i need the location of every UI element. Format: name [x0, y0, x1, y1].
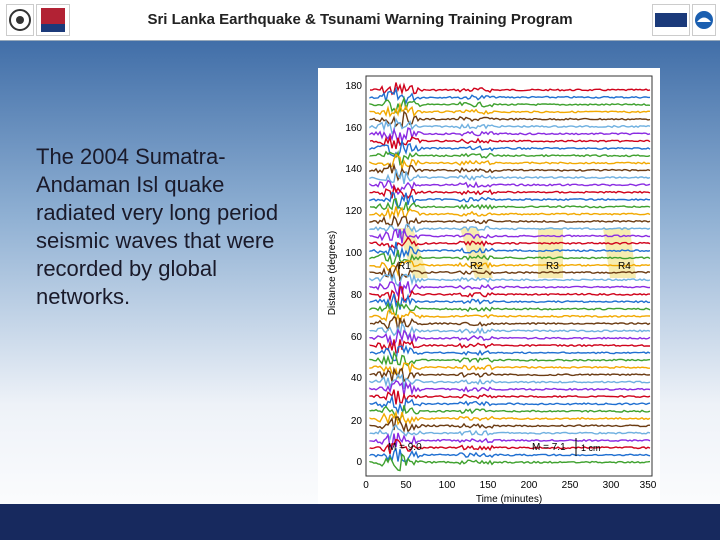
- slide-body-text: The 2004 Sumatra-Andaman Isl quake radia…: [36, 144, 279, 309]
- seismogram-trace: [369, 101, 651, 118]
- phase-label-r4: R4: [618, 261, 631, 272]
- seismogram-trace: [369, 272, 651, 287]
- seismogram-trace: [369, 214, 651, 229]
- seismogram-trace: [369, 409, 651, 426]
- usgs-logo: [652, 4, 690, 36]
- seismogram-trace: [369, 299, 651, 316]
- x-tick-label: 200: [521, 480, 538, 491]
- trace-group: [369, 82, 651, 472]
- header-bar: Sri Lanka Earthquake & Tsunami Warning T…: [0, 0, 720, 41]
- seismogram-trace: [369, 82, 651, 96]
- y-tick-label: 100: [345, 248, 362, 259]
- seismogram-trace: [369, 110, 651, 130]
- y-tick-label: 40: [351, 373, 363, 384]
- y-tick-label: 160: [345, 123, 362, 134]
- seismogram-trace: [369, 241, 651, 259]
- y-tick-label: 140: [345, 164, 362, 175]
- seismogram-trace: [369, 152, 651, 170]
- seismogram-trace: [369, 394, 651, 415]
- seismogram-trace: [369, 86, 650, 105]
- seismogram-trace: [369, 293, 651, 310]
- seismogram-trace: [369, 405, 651, 421]
- seismogram-figure: 180 160 140 120 100 80 60 40 20 0 0 50 1…: [318, 68, 660, 508]
- seismogram-trace: [369, 432, 651, 448]
- footer-bar: [0, 504, 720, 540]
- seismogram-trace: [369, 315, 651, 333]
- seismogram-trace: [369, 127, 651, 144]
- seismogram-trace: [369, 286, 650, 306]
- phase-label-r3: R3: [546, 261, 559, 272]
- seismogram-trace: [369, 380, 651, 396]
- header-title: Sri Lanka Earthquake & Tsunami Warning T…: [147, 11, 573, 28]
- seismogram-trace: [369, 117, 651, 135]
- y-tick-label: 20: [351, 416, 363, 427]
- seismogram-trace: [369, 260, 651, 282]
- seismogram-trace: [369, 308, 651, 325]
- seismogram-trace: [369, 197, 651, 214]
- scale-bar-label: 1 cm: [581, 443, 601, 453]
- seismogram-trace: [369, 260, 651, 277]
- y-tick-label: 80: [351, 290, 363, 301]
- x-tick-label: 0: [363, 480, 369, 491]
- seismogram-trace: [369, 236, 651, 251]
- seismogram-trace: [369, 134, 651, 150]
- seismogram-trace: [369, 328, 651, 346]
- seismogram-trace: [369, 179, 651, 196]
- seismogram-trace: [369, 281, 651, 298]
- seismogram-trace: [369, 150, 651, 166]
- y-tick-label: 0: [356, 457, 362, 468]
- seismogram-trace: [369, 447, 651, 463]
- y-axis-title: Distance (degrees): [327, 231, 338, 315]
- y-tick-label: 180: [345, 81, 362, 92]
- seismogram-trace: [369, 321, 651, 338]
- x-tick-label: 350: [640, 480, 657, 491]
- seismogram-trace: [369, 223, 651, 240]
- magnitude-label-left: M = 9.0: [388, 442, 422, 453]
- x-tick-label: 250: [562, 480, 579, 491]
- usaid-logo: [36, 4, 70, 36]
- seismogram-trace: [369, 140, 651, 158]
- noaa-logo: [692, 4, 716, 36]
- x-tick-label: 150: [480, 480, 497, 491]
- x-tick-label: 50: [400, 480, 412, 491]
- seismogram-plot: 180 160 140 120 100 80 60 40 20 0 0 50 1…: [327, 75, 657, 505]
- seismogram-trace: [369, 453, 651, 472]
- phase-label-r2: R2: [470, 261, 483, 272]
- magnitude-label-right: M = 7.1: [532, 442, 566, 453]
- seismogram-trace: [369, 162, 651, 182]
- y-tick-label: 60: [351, 332, 363, 343]
- seismogram-trace: [369, 191, 650, 210]
- seismogram-trace: [369, 95, 651, 114]
- y-tick-label: 120: [345, 206, 362, 217]
- phase-band-r2: [460, 228, 493, 278]
- seismogram-trace: [369, 438, 651, 455]
- seismogram-trace: [369, 372, 651, 390]
- seismogram-trace: [369, 362, 650, 380]
- seismogram-trace: [369, 206, 651, 220]
- x-tick-label: 100: [439, 480, 456, 491]
- seismogram-trace: [369, 366, 651, 383]
- phase-label-r1: R1: [398, 261, 411, 272]
- seismogram-trace: [369, 350, 651, 367]
- usgs-seal-logo: [6, 4, 34, 36]
- seismogram-trace: [369, 228, 651, 244]
- seismogram-trace: [369, 183, 651, 199]
- x-axis-title: Time (minutes): [476, 494, 542, 505]
- x-tick-label: 300: [603, 480, 620, 491]
- seismogram-trace: [369, 344, 651, 362]
- seismogram-trace: [369, 389, 651, 405]
- seismogram-trace: [369, 168, 651, 185]
- seismogram-trace: [369, 249, 651, 266]
- seismogram-trace: [369, 339, 651, 354]
- seismogram-trace: [369, 424, 651, 441]
- seismogram-trace: [369, 416, 651, 433]
